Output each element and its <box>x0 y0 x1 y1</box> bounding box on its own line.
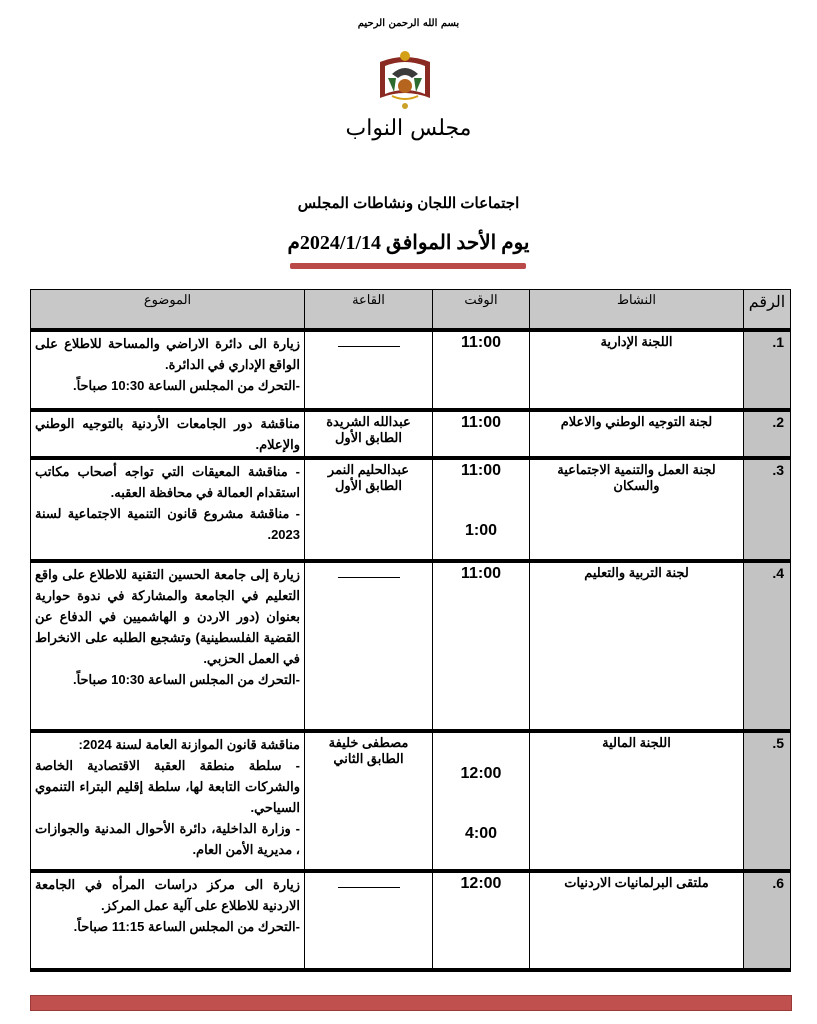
row-activity: لجنة التوجيه الوطني والاعلام <box>529 409 744 459</box>
time-value: 11:00 <box>460 565 502 582</box>
row-number: 6. <box>743 870 791 971</box>
row-subject: - مناقشة المعيقات التي تواجه أصحاب مكاتب… <box>30 457 305 562</box>
row-hall: مصطفى خليفة الطابق الثاني <box>304 730 433 872</box>
subject-paragraph: - سلطة منطقة العقبة الاقتصادية الخاصة وا… <box>35 758 300 815</box>
row-activity: اللجنة الإدارية <box>529 329 744 411</box>
time-value: 1:00 <box>464 522 498 539</box>
row-time: 11:00 <box>432 409 530 459</box>
row-hall: عبدالله الشريدة الطابق الأول <box>304 409 433 459</box>
time-value: 12:00 <box>460 765 502 782</box>
date-underline <box>290 263 526 269</box>
council-logo-text: مجلس النواب <box>345 116 472 141</box>
subject-paragraph: زيارة الى مركز دراسات المرأه في الجامعة … <box>35 877 300 913</box>
subject-paragraph: مناقشة قانون الموازنة العامة لسنة 2024: <box>78 737 300 752</box>
empty-hall-dash <box>337 577 400 578</box>
row-number: 1. <box>743 329 791 411</box>
subject-paragraph: زيارة إلى جامعة الحسين التقنية للاطلاع ع… <box>35 567 300 666</box>
subject-paragraph: -التحرك من المجلس الساعة 10:30 صباحاً. <box>72 672 300 687</box>
row-subject: مناقشة دور الجامعات الأردنية بالتوجيه ال… <box>30 409 305 459</box>
row-number: 3. <box>743 457 791 562</box>
header-num: الرقم <box>743 289 791 332</box>
table-header-row: الرقم النشاط الوقت القاعة الموضوع <box>30 289 791 332</box>
time-value: 11:00 <box>460 334 502 351</box>
row-subject: زيارة إلى جامعة الحسين التقنية للاطلاع ع… <box>30 560 305 732</box>
subject-paragraph: -التحرك من المجلس الساعة 11:15 صباحاً. <box>73 919 300 934</box>
table-row: 2. لجنة التوجيه الوطني والاعلام 11:00 عبدال… <box>30 409 791 459</box>
empty-hall-dash <box>337 887 400 888</box>
row-number: 4. <box>743 560 791 732</box>
subject-paragraph: - وزارة الداخلية، دائرة الأحوال المدنية … <box>35 821 300 857</box>
row-activity: ملتقى البرلمانيات الاردنيات <box>529 870 744 971</box>
time-value: 4:00 <box>464 825 498 842</box>
row-subject: مناقشة قانون الموازنة العامة لسنة 2024: -… <box>30 730 305 872</box>
header-hall: القاعة <box>304 289 433 332</box>
header-subject: الموضوع <box>30 289 305 332</box>
subject-paragraph: -التحرك من المجلس الساعة 10:30 صباحاً. <box>72 378 300 393</box>
row-hall: عبدالحليم النمر الطابق الأول <box>304 457 433 562</box>
row-time: 11:00 1:00 <box>432 457 530 562</box>
header-activity: النشاط <box>529 289 744 332</box>
row-number: 5. <box>743 730 791 872</box>
time-value: 12:00 <box>460 875 502 892</box>
row-hall <box>304 329 433 411</box>
table-row: 6. ملتقى البرلمانيات الاردنيات 12:00 زيارة … <box>30 870 791 971</box>
row-subject: زيارة الى مركز دراسات المرأه في الجامعة … <box>30 870 305 971</box>
time-value: 11:00 <box>460 462 502 479</box>
row-time: 11:00 <box>432 329 530 411</box>
schedule-table: الرقم النشاط الوقت القاعة الموضوع 1. اللج… <box>30 289 791 972</box>
row-time: 12:00 4:00 <box>432 730 530 872</box>
hall-line: عبدالله الشريدة <box>326 414 411 429</box>
header-time: الوقت <box>432 289 530 332</box>
page-date: يوم الأحد الموافق 2024/1/14م <box>287 232 530 254</box>
table-row: 4. لجنة التربية والتعليم 11:00 زيارة إلى جا… <box>30 560 791 732</box>
row-number: 2. <box>743 409 791 459</box>
subject-paragraph: زيارة الى دائرة الاراضي والمساحة للاطلاع… <box>35 336 300 372</box>
row-time: 11:00 <box>432 560 530 732</box>
jordan-coat-of-arms-icon <box>380 51 430 109</box>
row-activity: اللجنة المالية <box>529 730 744 872</box>
empty-hall-dash <box>337 346 400 347</box>
hall-line: الطابق الثاني <box>333 751 404 766</box>
subject-paragraph: - مناقشة مشروع قانون التنمية الاجتماعية … <box>35 506 300 542</box>
row-time: 12:00 <box>432 870 530 971</box>
row-subject: زيارة الى دائرة الاراضي والمساحة للاطلاع… <box>30 329 305 411</box>
row-hall <box>304 560 433 732</box>
page-title: اجتماعات اللجان ونشاطات المجلس <box>297 195 520 212</box>
footer-bar <box>30 995 792 1011</box>
table-row: 5. اللجنة المالية 12:00 4:00 مصطفى خليفة الطا… <box>30 730 791 872</box>
table-row: 1. اللجنة الإدارية 11:00 زيارة الى دائرة ال… <box>30 329 791 411</box>
basmala: بسم الله الرحمن الرحيم <box>357 18 460 29</box>
subject-paragraph: مناقشة دور الجامعات الأردنية بالتوجيه ال… <box>35 416 300 452</box>
hall-line: مصطفى خليفة <box>328 735 409 750</box>
row-activity: لجنة العمل والتنمية الاجتماعية والسكان <box>529 457 744 562</box>
time-value: 11:00 <box>460 414 502 431</box>
table-row: 3. لجنة العمل والتنمية الاجتماعية والسكان… <box>30 457 791 562</box>
row-hall <box>304 870 433 971</box>
subject-paragraph: - مناقشة المعيقات التي تواجه أصحاب مكاتب… <box>35 464 300 500</box>
hall-line: الطابق الأول <box>334 478 403 493</box>
hall-line: عبدالحليم النمر <box>327 462 410 477</box>
row-activity: لجنة التربية والتعليم <box>529 560 744 732</box>
hall-line: الطابق الأول <box>334 430 403 445</box>
